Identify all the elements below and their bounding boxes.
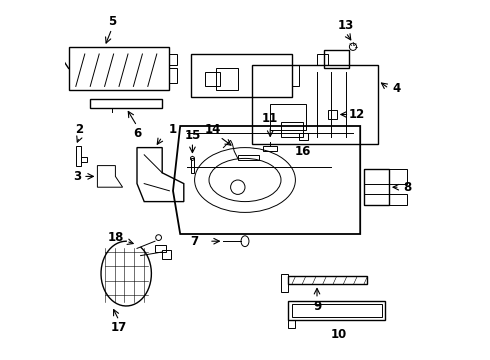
Text: 13: 13 [338,19,354,32]
Bar [324,50,349,68]
Text: 6: 6 [133,127,141,140]
Bar [299,133,308,140]
Text: 8: 8 [403,181,411,194]
Text: 16: 16 [295,145,312,158]
Bar [162,250,171,259]
Text: 15: 15 [184,129,200,141]
Text: 4: 4 [392,82,400,95]
Bar [81,157,87,162]
Bar [292,65,299,86]
Bar [328,110,337,119]
Bar [281,122,303,137]
Bar [270,104,306,130]
Text: 3: 3 [74,170,82,183]
Bar [205,72,220,86]
Text: 14: 14 [204,123,221,136]
Bar [364,169,389,205]
Bar [292,304,382,317]
Bar [69,47,170,90]
Bar [170,68,176,83]
Bar [191,158,194,173]
Text: 10: 10 [330,328,347,341]
Text: 1: 1 [169,123,177,136]
Text: 11: 11 [262,112,278,125]
Bar [76,146,81,166]
Text: 17: 17 [111,321,127,334]
Text: 18: 18 [107,231,123,244]
Bar [317,54,328,65]
Bar [288,276,368,284]
Text: 5: 5 [108,15,116,28]
Bar [191,54,292,97]
Text: 2: 2 [75,123,83,136]
Bar [238,155,259,160]
Text: 7: 7 [191,235,198,248]
Bar [263,146,277,151]
Bar [288,301,386,320]
Bar [364,194,407,205]
Bar [364,169,407,184]
Bar [90,99,162,108]
Text: 12: 12 [348,108,365,121]
Bar [155,245,166,252]
Bar [216,68,238,90]
Text: 9: 9 [313,300,321,312]
Bar [170,54,176,65]
Bar [288,320,295,328]
Bar [252,65,378,144]
